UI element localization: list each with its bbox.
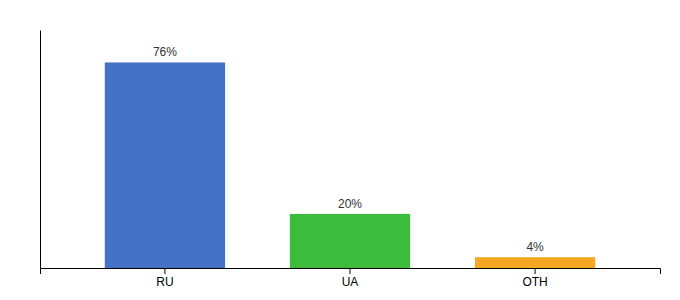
x-tick-mark — [535, 268, 536, 274]
bar — [105, 62, 225, 268]
x-tick: OTH — [522, 268, 547, 289]
x-tick-mark — [350, 268, 351, 274]
bars — [105, 62, 595, 268]
x-axis-line — [41, 269, 661, 275]
bar — [475, 257, 595, 268]
bar — [290, 214, 410, 268]
x-tick-label: UA — [342, 275, 359, 289]
plot: 76% 20% 4% RU UA OTH — [41, 31, 661, 289]
data-label: 20% — [338, 197, 362, 211]
x-axis: RU UA OTH — [41, 268, 661, 289]
x-tick: RU — [156, 268, 173, 289]
data-labels: 76% 20% 4% — [153, 45, 544, 254]
x-tick-mark — [164, 268, 165, 274]
chart: 76% 20% 4% RU UA OTH — [0, 0, 680, 300]
data-label: 4% — [526, 240, 544, 254]
y-axis-line — [40, 31, 41, 269]
y-axis — [40, 31, 41, 269]
x-tick: UA — [342, 268, 359, 289]
x-tick-label: OTH — [522, 275, 547, 289]
data-label: 76% — [153, 45, 177, 59]
x-tick-label: RU — [156, 275, 173, 289]
